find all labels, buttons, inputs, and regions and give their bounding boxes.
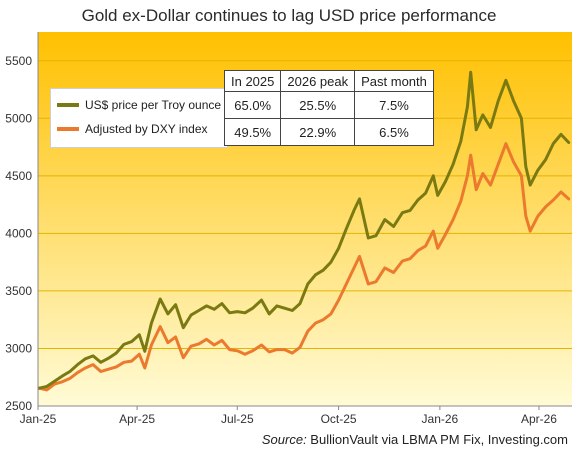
axes: 2500 3000 3500 4000 4500 5000 5500 Jan-25 Apr-25… bbox=[5, 32, 572, 426]
stats-cell: 22.9% bbox=[280, 118, 356, 146]
x-tick-label: Oct-25 bbox=[321, 412, 357, 426]
x-tick-label: Jan-25 bbox=[20, 412, 57, 426]
stats-row-usd: 65.0% 25.5% 7.5% bbox=[223, 91, 434, 119]
x-tick-label: Jul-25 bbox=[221, 412, 254, 426]
legend-swatch-dxy bbox=[57, 127, 79, 131]
legend-label-usd: US$ price per Troy ounce bbox=[85, 98, 222, 112]
legend: US$ price per Troy ounce Adjusted by DXY… bbox=[50, 88, 228, 148]
stats-cell: 65.0% bbox=[223, 91, 282, 119]
stats-header-2026-peak: 2026 peak bbox=[280, 70, 356, 92]
series-line-usd bbox=[37, 70, 571, 390]
stats-header-row: In 2025 2026 peak Past month bbox=[223, 70, 434, 92]
legend-item-dxy: Adjusted by DXY index bbox=[57, 120, 208, 138]
y-tick-label: 5500 bbox=[5, 54, 32, 68]
stats-table: In 2025 2026 peak Past month 65.0% 25.5%… bbox=[223, 70, 434, 146]
source-text: BullionVault via LBMA PM Fix, Investing.… bbox=[306, 432, 568, 447]
stats-cell: 7.5% bbox=[354, 91, 434, 119]
source-key: Source: bbox=[261, 432, 307, 447]
stats-header-in-2025: In 2025 bbox=[223, 70, 282, 92]
y-tick-label: 5000 bbox=[5, 111, 32, 125]
stats-header-past-month: Past month bbox=[354, 70, 434, 92]
stats-cell: 6.5% bbox=[354, 118, 434, 146]
legend-item-usd: US$ price per Troy ounce bbox=[57, 96, 221, 114]
stats-row-dxy: 49.5% 22.9% 6.5% bbox=[223, 118, 434, 146]
source-note: Source: BullionVault via LBMA PM Fix, In… bbox=[262, 432, 568, 447]
legend-label-dxy: Adjusted by DXY index bbox=[85, 122, 208, 136]
y-tick-label: 3500 bbox=[5, 284, 32, 298]
chart-title: Gold ex-Dollar continues to lag USD pric… bbox=[81, 6, 497, 25]
x-tick-label: Apr-25 bbox=[119, 412, 155, 426]
stats-cell: 25.5% bbox=[280, 91, 356, 119]
y-tick-label: 4000 bbox=[5, 226, 32, 240]
x-tick-label: Apr-26 bbox=[521, 412, 557, 426]
y-tick-label: 3000 bbox=[5, 341, 32, 355]
y-tick-label: 2500 bbox=[5, 399, 32, 413]
x-tick-label: Jan-26 bbox=[422, 412, 459, 426]
y-tick-label: 4500 bbox=[5, 169, 32, 183]
stats-cell: 49.5% bbox=[223, 118, 282, 146]
legend-swatch-usd bbox=[57, 103, 79, 107]
series-lines bbox=[37, 70, 571, 392]
series-line-dxy bbox=[37, 142, 571, 392]
